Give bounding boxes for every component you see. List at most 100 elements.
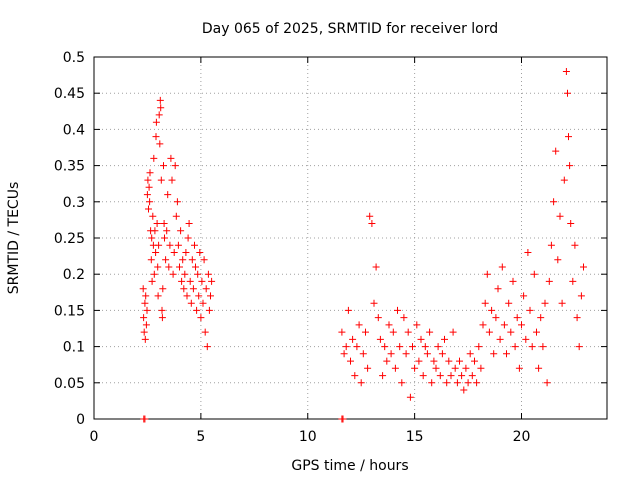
data-point bbox=[490, 350, 498, 358]
data-point bbox=[426, 328, 434, 336]
data-point bbox=[564, 89, 571, 97]
data-point bbox=[139, 285, 147, 293]
y-tick-label: 0.45 bbox=[54, 86, 85, 102]
data-point bbox=[163, 227, 171, 235]
data-point bbox=[411, 364, 419, 372]
data-point bbox=[458, 372, 466, 380]
data-point bbox=[406, 393, 414, 401]
data-point bbox=[438, 350, 446, 358]
data-point bbox=[339, 415, 347, 423]
y-tick-label: 0.25 bbox=[54, 231, 85, 247]
data-point bbox=[179, 256, 187, 264]
data-point bbox=[165, 263, 173, 271]
data-point bbox=[541, 299, 549, 307]
data-point bbox=[340, 350, 348, 358]
data-point bbox=[498, 263, 506, 271]
data-point bbox=[155, 111, 163, 119]
data-point bbox=[147, 256, 155, 264]
data-point bbox=[146, 198, 154, 206]
data-point bbox=[423, 350, 431, 358]
data-point bbox=[158, 314, 166, 322]
data-point bbox=[152, 118, 160, 126]
x-tick-label: 15 bbox=[406, 429, 424, 445]
data-point bbox=[522, 335, 530, 343]
data-point bbox=[430, 357, 438, 365]
data-point bbox=[142, 321, 150, 329]
data-point bbox=[200, 256, 208, 264]
data-point bbox=[376, 335, 384, 343]
data-point bbox=[394, 306, 401, 314]
data-point bbox=[168, 176, 176, 184]
data-point bbox=[565, 133, 572, 141]
data-point bbox=[428, 379, 436, 387]
data-point bbox=[172, 212, 180, 220]
data-point bbox=[195, 292, 203, 300]
data-point bbox=[387, 350, 395, 358]
data-point bbox=[379, 372, 387, 380]
data-point bbox=[417, 335, 425, 343]
data-point bbox=[485, 328, 493, 336]
data-point bbox=[159, 285, 167, 293]
data-point bbox=[174, 241, 182, 249]
data-point bbox=[513, 314, 521, 322]
data-point bbox=[372, 263, 380, 271]
data-point bbox=[571, 241, 579, 249]
data-point bbox=[434, 343, 442, 351]
data-point bbox=[351, 372, 359, 380]
data-point bbox=[201, 328, 209, 336]
data-point bbox=[530, 270, 538, 278]
data-point bbox=[488, 306, 496, 314]
data-point bbox=[524, 249, 532, 256]
data-point bbox=[160, 220, 168, 227]
data-point bbox=[204, 270, 212, 278]
data-point bbox=[398, 379, 406, 387]
data-point bbox=[466, 350, 474, 358]
data-point bbox=[558, 299, 566, 307]
data-point bbox=[196, 249, 204, 256]
data-point bbox=[153, 220, 161, 227]
data-point bbox=[166, 241, 174, 249]
data-point bbox=[567, 220, 575, 227]
data-point bbox=[170, 249, 178, 256]
data-point bbox=[441, 335, 448, 343]
data-point bbox=[421, 343, 429, 351]
data-point bbox=[202, 285, 210, 293]
data-point bbox=[477, 364, 485, 372]
data-point bbox=[560, 176, 568, 184]
data-point bbox=[389, 328, 397, 336]
data-point bbox=[156, 140, 164, 148]
data-point bbox=[460, 386, 468, 394]
data-point bbox=[400, 314, 408, 322]
data-point bbox=[492, 314, 500, 322]
y-tick-label: 0.1 bbox=[63, 340, 85, 356]
x-tick-label: 0 bbox=[90, 429, 99, 445]
data-point bbox=[543, 379, 551, 387]
data-point bbox=[556, 212, 564, 220]
x-tick-label: 10 bbox=[299, 429, 317, 445]
data-point bbox=[157, 176, 165, 184]
data-point bbox=[413, 321, 421, 329]
data-point bbox=[140, 328, 148, 336]
x-tick-label: 20 bbox=[513, 429, 531, 445]
data-point bbox=[164, 191, 172, 199]
data-point bbox=[479, 321, 487, 329]
data-point bbox=[355, 321, 363, 329]
data-point bbox=[573, 314, 581, 322]
data-point bbox=[402, 350, 410, 358]
data-point bbox=[145, 205, 152, 213]
data-point bbox=[396, 343, 404, 351]
data-point bbox=[181, 270, 189, 278]
y-tick-label: 0 bbox=[76, 412, 85, 428]
data-point bbox=[577, 292, 585, 300]
data-point bbox=[539, 343, 547, 351]
data-point bbox=[160, 162, 167, 170]
data-point bbox=[518, 321, 525, 329]
y-tick-label: 0.15 bbox=[54, 303, 85, 319]
y-tick-label: 0.4 bbox=[63, 122, 85, 138]
data-point bbox=[415, 357, 423, 365]
data-point bbox=[443, 379, 451, 387]
data-point bbox=[342, 343, 350, 351]
data-point bbox=[194, 270, 202, 278]
data-point bbox=[404, 328, 412, 336]
